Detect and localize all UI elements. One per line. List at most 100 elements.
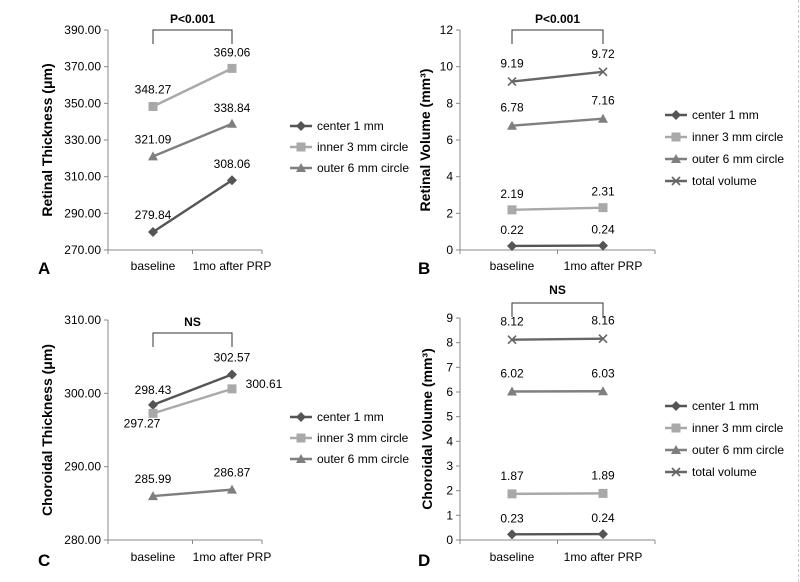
data-value-label: 6.02 <box>500 367 524 381</box>
significance-label: NS <box>184 315 201 329</box>
legend-marker <box>671 401 681 411</box>
data-point-marker <box>148 491 158 501</box>
y-tick-label: 370.00 <box>64 60 101 74</box>
y-tick-label: 0 <box>446 533 453 547</box>
series-line <box>511 337 604 341</box>
y-tick-label: 6 <box>446 133 453 147</box>
significance-bracket <box>152 29 233 44</box>
legend-label: total volume <box>692 174 757 188</box>
legend-label: inner 3 mm circle <box>692 130 784 144</box>
data-point-marker <box>148 226 158 237</box>
y-tick-label: 9 <box>446 311 453 325</box>
data-value-label: 2.31 <box>591 185 615 199</box>
legend-marker <box>671 154 681 163</box>
panel-label: A <box>38 259 50 278</box>
data-point-marker <box>227 384 237 394</box>
page-edge-divider <box>798 0 799 582</box>
x-tick-label: baseline <box>490 550 535 564</box>
series-line <box>152 488 233 498</box>
y-tick-label: 310.00 <box>64 170 101 184</box>
y-tick-label: 7 <box>446 360 453 374</box>
legend-item: center 1 mm <box>290 410 384 424</box>
data-value-label: 0.22 <box>500 223 524 237</box>
chart-panel-b: 0 2 4 6 8 10 12 baseline 1mo after PRP Retinal Vo… <box>417 12 784 278</box>
legend-marker <box>296 121 306 131</box>
legend-marker <box>671 176 681 186</box>
data-value-label: 297.27 <box>124 416 161 430</box>
series-line <box>152 67 233 108</box>
data-value-label: 6.78 <box>500 101 524 115</box>
y-tick-label: 350.00 <box>64 96 101 110</box>
panel-label: D <box>418 551 430 570</box>
data-point-marker <box>227 369 237 380</box>
data-value-label: 7.16 <box>591 94 615 108</box>
series-line <box>152 122 233 158</box>
y-tick-label: 290.00 <box>64 460 101 474</box>
legend-marker <box>671 423 681 433</box>
significance-bracket <box>152 332 233 347</box>
y-tick-label: 10 <box>440 60 454 74</box>
y-tick-label: 310.00 <box>64 313 101 327</box>
data-value-label: 1.87 <box>500 469 524 483</box>
legend-item: center 1 mm <box>290 119 384 133</box>
y-tick-label: 2 <box>446 484 453 498</box>
series-line <box>511 206 604 212</box>
y-tick-label: 4 <box>446 170 453 184</box>
significance-bracket <box>511 29 604 44</box>
legend-item: inner 3 mm circle <box>665 130 784 144</box>
panel-label: C <box>38 551 50 570</box>
series-line <box>511 117 604 127</box>
x-tick-label: 1mo after PRP <box>193 550 272 564</box>
chart-panel-a: 270.00 290.00 310.00 330.00 350.00 370.00 390.… <box>38 12 409 278</box>
y-tick-label: 2 <box>446 206 453 220</box>
x-tick-label: 1mo after PRP <box>193 259 272 273</box>
data-value-label: 338.84 <box>214 101 251 115</box>
series-line <box>152 179 233 233</box>
significance-label: P<0.001 <box>535 12 580 26</box>
legend-label: inner 3 mm circle <box>692 421 784 435</box>
data-point-marker <box>507 386 517 396</box>
y-tick-label: 12 <box>440 23 454 37</box>
legend-item: total volume <box>665 465 757 479</box>
legend-item: outer 6 mm circle <box>665 443 784 457</box>
data-value-label: 0.24 <box>591 223 615 237</box>
legend-marker <box>671 110 681 120</box>
data-point-marker <box>598 334 608 344</box>
data-point-marker <box>227 63 237 73</box>
y-tick-label: 8 <box>446 336 453 350</box>
y-tick-label: 3 <box>446 459 453 473</box>
legend-item: total volume <box>665 174 757 188</box>
y-tick-label: 300.00 <box>64 386 101 400</box>
data-point-marker <box>227 484 237 494</box>
x-tick-label: 1mo after PRP <box>564 550 643 564</box>
data-point-marker <box>227 175 237 186</box>
y-axis-title: Retinal Volume (mm³) <box>417 69 433 212</box>
legend-label: outer 6 mm circle <box>317 161 409 175</box>
data-point-marker <box>507 120 517 130</box>
y-tick-label: 290.00 <box>64 206 101 220</box>
legend-item: inner 3 mm circle <box>290 431 409 445</box>
legend-item: inner 3 mm circle <box>665 421 784 435</box>
y-tick-label: 5 <box>446 410 453 424</box>
y-tick-label: 280.00 <box>64 533 101 547</box>
data-point-marker <box>598 488 608 498</box>
data-value-label: 348.27 <box>135 83 172 97</box>
chart-panel-c: 280.00 290.00 300.00 310.00 baseline 1mo afte… <box>38 313 409 570</box>
legend-label: center 1 mm <box>317 119 384 133</box>
legend-label: total volume <box>692 465 757 479</box>
data-value-label: 279.84 <box>135 208 172 222</box>
data-point-marker <box>227 118 237 128</box>
data-value-label: 9.72 <box>591 47 615 61</box>
series-line <box>511 70 604 83</box>
data-point-marker <box>598 203 608 213</box>
legend-item: outer 6 mm circle <box>665 152 784 166</box>
data-value-label: 9.19 <box>500 57 524 71</box>
y-tick-label: 6 <box>446 385 453 399</box>
significance-label: NS <box>549 283 566 297</box>
data-point-marker <box>598 529 608 540</box>
legend-label: center 1 mm <box>692 399 759 413</box>
legend-marker <box>671 467 681 477</box>
legend-marker <box>671 132 681 142</box>
data-value-label: 286.87 <box>214 466 251 480</box>
